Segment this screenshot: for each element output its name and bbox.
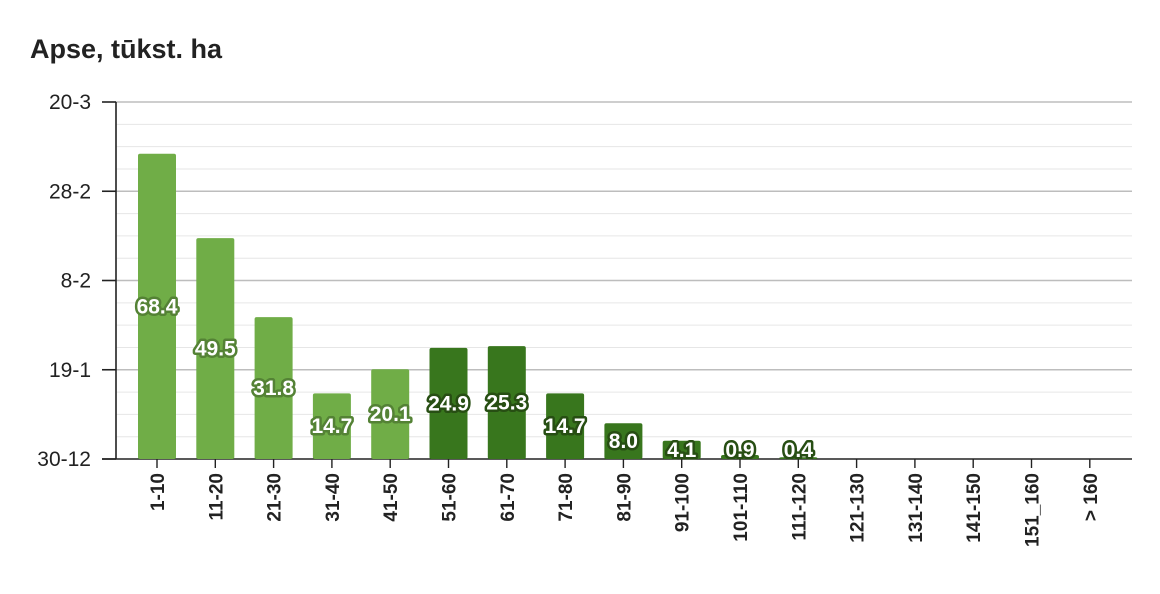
data-labels: 68.4 49.5 31.8 14.7 20.1 24.9 25.3 14.7 8.0 4.1 0.… xyxy=(134,293,816,465)
x-tick-label: 51-60 xyxy=(440,473,461,522)
x-tick-label: 91-100 xyxy=(673,473,694,532)
bars xyxy=(138,153,818,459)
chart-title: Apse, tūkst. ha xyxy=(30,34,223,64)
x-tick-label: 61-70 xyxy=(498,473,519,522)
y-tick-label: 19-1 xyxy=(49,359,91,382)
x-tick-label: 141-150 xyxy=(964,473,985,543)
x-tick-label: 111-120 xyxy=(789,473,810,541)
x-tick-label: > 160 xyxy=(1081,473,1102,521)
bar xyxy=(487,346,526,459)
x-tick-label: 101-110 xyxy=(731,473,752,542)
bar xyxy=(662,440,701,459)
bar xyxy=(196,238,235,459)
data-label: 68.4 xyxy=(137,295,178,318)
data-label: 8.0 xyxy=(609,430,638,453)
x-tick-label: 21-30 xyxy=(265,473,286,522)
x-tick-label: 71-80 xyxy=(556,473,577,522)
y-tick-label: 8-2 xyxy=(61,270,91,293)
data-label: 14.7 xyxy=(545,415,586,438)
data-label: 4.1 xyxy=(667,439,697,462)
x-tick-label: 151_160 xyxy=(1023,473,1044,547)
y-axis-ticks: 30-12 19-1 8-2 28-2 20-3 xyxy=(37,91,116,471)
bar xyxy=(138,153,176,459)
data-label: 20.1 xyxy=(370,403,411,426)
y-tick-label: 28-2 xyxy=(49,180,91,203)
bar xyxy=(371,369,410,459)
data-label: 31.8 xyxy=(253,377,294,400)
y-tick-label: 30-12 xyxy=(37,448,91,471)
data-label: 0.4 xyxy=(784,439,814,462)
x-tick-label: 81-90 xyxy=(614,473,635,522)
bar xyxy=(721,454,759,459)
data-label: 49.5 xyxy=(195,338,236,361)
x-tick-label: 121-130 xyxy=(848,473,869,543)
x-tick-label: 131-140 xyxy=(906,473,927,543)
x-axis-ticks: 1-10 11-20 21-30 31-40 41-50 51-60 61-70 71-80 8… xyxy=(148,459,1102,547)
bar xyxy=(604,423,643,459)
x-tick-label: 11-20 xyxy=(206,473,227,521)
bar xyxy=(779,457,818,459)
x-tick-label: 1-10 xyxy=(148,473,169,511)
bar xyxy=(254,317,293,459)
bar xyxy=(312,393,351,459)
data-label: 24.9 xyxy=(428,392,469,415)
data-label: 14.7 xyxy=(311,415,352,438)
bar xyxy=(546,393,585,459)
bar xyxy=(429,347,468,459)
data-label: 0.9 xyxy=(725,439,754,462)
data-label: 25.3 xyxy=(486,392,527,415)
x-tick-label: 41-50 xyxy=(381,473,402,522)
x-tick-label: 31-40 xyxy=(323,473,344,522)
y-tick-label: 20-3 xyxy=(49,91,91,114)
